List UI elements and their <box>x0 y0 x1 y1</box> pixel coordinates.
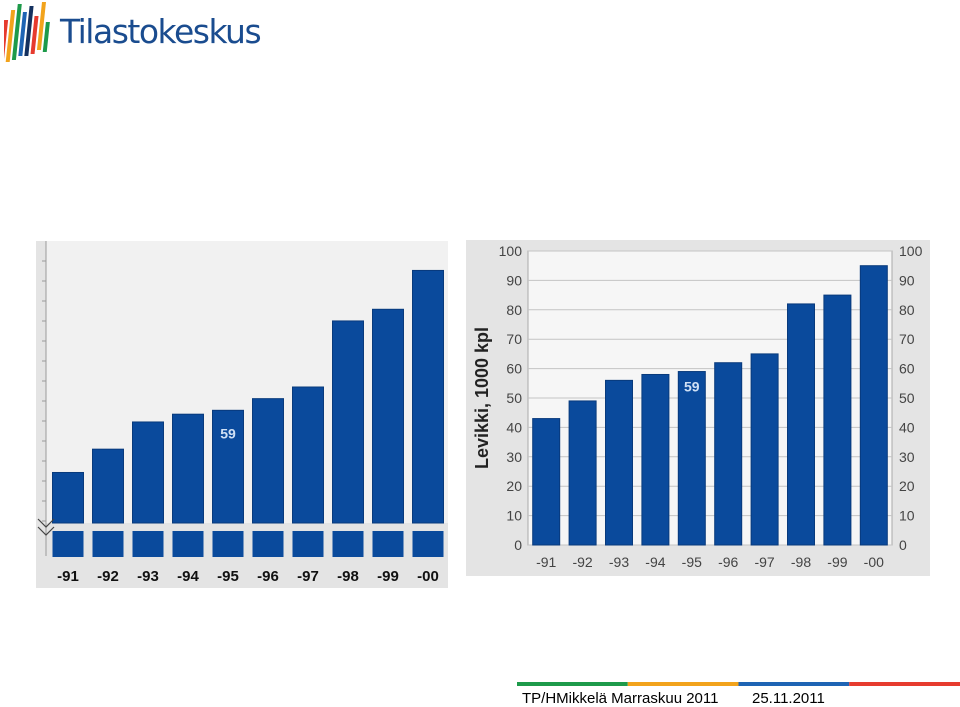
y-tick-label-right: 80 <box>899 302 915 318</box>
y-tick-label-left: 60 <box>506 361 522 377</box>
logo-mark-bar <box>11 4 22 60</box>
bar-stub--96 <box>252 531 284 557</box>
x-tick-label: -98 <box>337 568 359 585</box>
x-tick-label: -93 <box>137 568 159 585</box>
bar--96 <box>252 398 284 524</box>
data-label--95: 59 <box>220 425 236 441</box>
broken-axis-bar-chart-svg: -91 -92 -93 -94 -95 -96 -97 -98 -99 -00 59 <box>36 241 448 588</box>
footer-date: 25.11.2011 <box>752 690 825 707</box>
y-tick-label-left: 0 <box>514 537 522 553</box>
bar--91 <box>52 471 84 524</box>
y-tick-label-right: 40 <box>899 419 915 435</box>
x-tick-label: -95 <box>682 554 702 570</box>
data-label--95: 59 <box>684 379 700 395</box>
bar-stub--97 <box>292 531 324 557</box>
bar-stub--92 <box>92 531 124 557</box>
footer-color-stripe <box>517 682 960 686</box>
y-tick-label-left: 30 <box>506 449 522 465</box>
bar--93 <box>132 421 164 524</box>
logo-mark-bar <box>18 12 27 56</box>
y-tick-label-right: 10 <box>899 508 915 524</box>
full-scale-bar-chart: 0 0 10 10 20 20 30 30 40 40 50 50 60 60 70 70 80 80 90 90 10… <box>466 240 930 576</box>
footer-text: TP/HMikkelä Marraskuu 2011 <box>522 690 719 707</box>
x-tick-label: -00 <box>864 554 884 570</box>
y-tick-label-left: 10 <box>506 508 522 524</box>
bar--96 <box>714 362 743 546</box>
bar-stub--98 <box>332 531 364 557</box>
y-tick-label-right: 70 <box>899 331 915 347</box>
bar--00 <box>859 265 888 546</box>
stripe-segment <box>849 682 960 686</box>
bar--93 <box>605 379 633 546</box>
x-tick-label: -94 <box>177 568 199 585</box>
bar--95 <box>212 409 244 524</box>
x-tick-label: -96 <box>257 568 279 585</box>
bar-stub--91 <box>52 531 84 557</box>
bar--92 <box>568 400 597 546</box>
y-tick-label-right: 20 <box>899 478 915 494</box>
bar--98 <box>332 320 364 524</box>
x-tick-label: -91 <box>57 568 79 585</box>
full-scale-bar-chart-svg: 0 0 10 10 20 20 30 30 40 40 50 50 60 60 70 70 80 80 90 90 10… <box>466 240 930 576</box>
y-axis-label: Levikki, 1000 kpl <box>472 327 492 469</box>
bar--97 <box>750 353 779 546</box>
broken-axis-bar-chart: -91 -92 -93 -94 -95 -96 -97 -98 -99 -00 59 <box>36 241 448 588</box>
bar--99 <box>823 294 852 546</box>
bar--99 <box>372 308 404 524</box>
y-tick-label-right: 60 <box>899 361 915 377</box>
x-tick-label: -00 <box>417 568 439 585</box>
y-tick-label-right: 30 <box>899 449 915 465</box>
y-tick-label-left: 40 <box>506 419 522 435</box>
stripe-segment <box>627 682 739 686</box>
logo-mark-icon <box>0 2 50 62</box>
y-tick-label-right: 90 <box>899 272 915 288</box>
x-tick-label: -96 <box>718 554 738 570</box>
logo-mark-bar <box>24 6 34 56</box>
logo-text: Tilastokeskus <box>60 12 262 51</box>
y-tick-label-right: 50 <box>899 390 915 406</box>
bar-stub--94 <box>172 531 204 557</box>
logo-mark-bar <box>36 2 46 50</box>
x-tick-label: -99 <box>377 568 399 585</box>
x-tick-label: -92 <box>97 568 119 585</box>
x-tick-label: -94 <box>645 554 665 570</box>
x-tick-label: -95 <box>217 568 239 585</box>
bar--95 <box>677 371 706 546</box>
stripe-segment <box>738 682 850 686</box>
x-tick-label: -98 <box>791 554 811 570</box>
bar-stub--99 <box>372 531 404 557</box>
bar--98 <box>787 303 815 546</box>
logo-mark-bar <box>30 16 39 54</box>
logo-mark-bar <box>42 22 50 52</box>
y-tick-label-left: 90 <box>506 272 522 288</box>
bar--00 <box>412 269 444 524</box>
y-tick-label-left: 20 <box>506 478 522 494</box>
x-tick-label: -91 <box>536 554 556 570</box>
x-tick-label: -93 <box>609 554 629 570</box>
y-tick-label-right: 100 <box>899 243 923 259</box>
y-tick-label-left: 50 <box>506 390 522 406</box>
y-tick-label-left: 80 <box>506 302 522 318</box>
x-tick-label: -99 <box>827 554 847 570</box>
bar--92 <box>92 448 124 524</box>
bar-stub--95 <box>212 531 244 557</box>
bar--94 <box>641 373 670 546</box>
x-tick-label: -92 <box>572 554 592 570</box>
bar--97 <box>292 386 324 524</box>
logo-mark-bar <box>5 10 16 62</box>
tilastokeskus-logo: Tilastokeskus <box>0 2 264 62</box>
bar--91 <box>532 418 561 546</box>
bar-stub--93 <box>132 531 164 557</box>
axis-break-icon <box>37 518 55 536</box>
bar--94 <box>172 413 204 524</box>
x-tick-label: -97 <box>754 554 774 570</box>
x-tick-label: -97 <box>297 568 319 585</box>
bar-stub--00 <box>412 531 444 557</box>
y-tick-label-left: 70 <box>506 331 522 347</box>
y-tick-label-right: 0 <box>899 537 907 553</box>
stripe-segment <box>517 682 628 686</box>
y-tick-label-left: 100 <box>499 243 523 259</box>
